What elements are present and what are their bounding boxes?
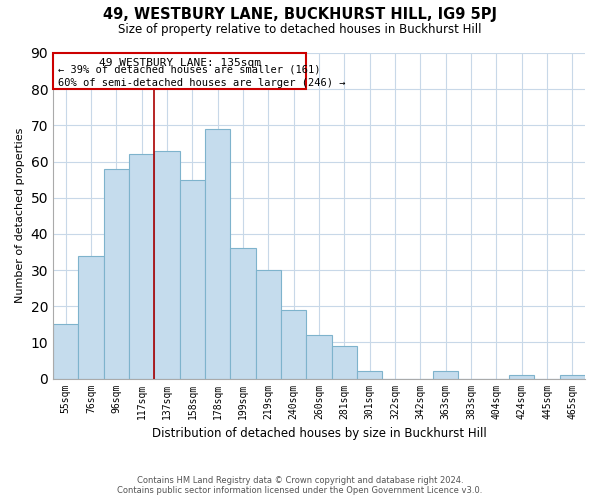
Y-axis label: Number of detached properties: Number of detached properties [15, 128, 25, 304]
Bar [205, 129, 230, 378]
Bar [154, 150, 179, 378]
Bar [332, 346, 357, 378]
Bar [307, 335, 332, 378]
Text: Size of property relative to detached houses in Buckhurst Hill: Size of property relative to detached ho… [118, 22, 482, 36]
Bar [179, 180, 205, 378]
Bar [509, 375, 535, 378]
Bar [53, 324, 79, 378]
Text: ← 39% of detached houses are smaller (161): ← 39% of detached houses are smaller (16… [58, 64, 321, 74]
Bar [230, 248, 256, 378]
Bar [281, 310, 307, 378]
Bar [104, 169, 129, 378]
Bar [433, 372, 458, 378]
FancyBboxPatch shape [53, 53, 307, 89]
Bar [79, 256, 104, 378]
Text: Contains HM Land Registry data © Crown copyright and database right 2024.
Contai: Contains HM Land Registry data © Crown c… [118, 476, 482, 495]
Text: 49, WESTBURY LANE, BUCKHURST HILL, IG9 5PJ: 49, WESTBURY LANE, BUCKHURST HILL, IG9 5… [103, 8, 497, 22]
X-axis label: Distribution of detached houses by size in Buckhurst Hill: Distribution of detached houses by size … [152, 427, 487, 440]
Bar [357, 372, 382, 378]
Text: 49 WESTBURY LANE: 135sqm: 49 WESTBURY LANE: 135sqm [98, 58, 260, 68]
Bar [129, 154, 154, 378]
Bar [256, 270, 281, 378]
Bar [560, 375, 585, 378]
Text: 60% of semi-detached houses are larger (246) →: 60% of semi-detached houses are larger (… [58, 78, 346, 88]
